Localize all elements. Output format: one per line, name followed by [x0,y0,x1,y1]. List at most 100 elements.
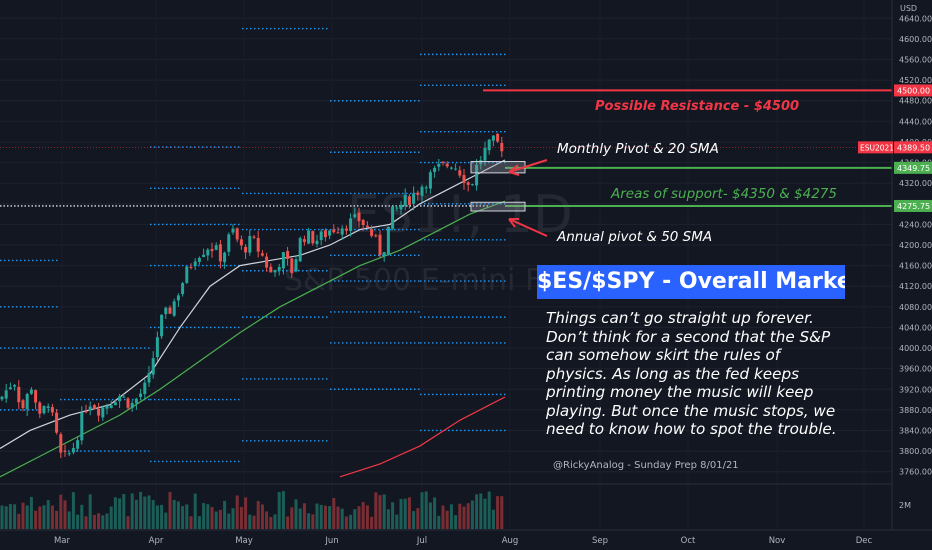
volume-bar [193,493,197,529]
candle-body [353,214,357,218]
candle-body [176,295,180,301]
volume-bar [176,501,180,529]
time-tick-label: Mar [54,536,71,546]
time-tick-label: Sep [592,536,608,546]
volume-bar [365,505,369,529]
volume-bar [307,513,311,529]
candle-body [491,135,495,141]
volume-bar [483,498,487,529]
symbol-tag [858,141,893,154]
volume-bar [168,492,172,529]
candle-body [248,235,252,253]
candle-body [273,269,277,273]
volume-bar [113,497,117,529]
price-tick-label: 4640.00 [899,14,932,23]
volume-bar [0,505,4,529]
price-tick-label: 3760.00 [899,468,932,477]
price-tag-label: 4389.50 [897,143,930,152]
volume-bar [38,506,42,529]
candle-body [260,253,264,256]
candle-body [374,235,378,237]
candle-body [160,314,164,337]
candle-body [311,231,315,244]
candle-body [416,192,420,195]
candle-body [323,230,327,238]
volume-bar [80,504,84,529]
candle-body [479,160,483,165]
candle-body [88,406,92,411]
annual-pivot-annotation: Annual pivot & 50 SMA [556,229,712,245]
volume-bar [374,492,378,529]
ma-line [339,396,506,478]
candle-body [25,393,29,410]
candle-body [134,398,138,404]
volume-bar [290,507,294,529]
candle-body [189,266,193,268]
candle-body [92,405,96,409]
volume-bar [370,516,374,529]
volume-bar [122,494,126,529]
candle-body [382,252,386,257]
candle-body [462,175,466,183]
candle-body [181,283,185,295]
candle-body [256,237,260,252]
volume-bar [349,514,353,529]
price-tag [894,161,932,174]
candle-body [357,212,361,222]
headline-banner: $ES/$SPY - Overall Market [537,265,845,299]
price-tag [894,141,932,154]
volume-bar [197,516,201,529]
volume-bar [315,503,319,529]
support-annotation: Areas of support- $4350 & $4275 [610,186,837,202]
candle-body [97,408,101,416]
candle-body [34,390,38,403]
candle-body [407,196,411,205]
volume-bar [403,498,407,529]
volume-bar [361,502,365,529]
volume-bar [88,494,92,529]
price-axis: 3760.00 3800.00 3840.00 3880.00 3920.00 3960.… [858,0,932,530]
resistance-annotation: Possible Resistance - $4500 [595,99,799,114]
candle-body [63,450,67,452]
candle-body [315,240,319,245]
volume-bar [109,506,113,529]
time-tick-label: Apr [149,536,164,546]
candle-body [302,239,306,242]
volume-bar [227,513,231,529]
volume-bar [223,500,227,529]
volume-bar [357,506,361,529]
volume-bar [302,503,306,529]
volume-bar [139,491,143,529]
volume-bar [277,492,281,529]
candle-body [235,228,239,240]
candle-body [361,220,365,226]
volume-bar [143,496,147,529]
volume-bar [441,505,445,529]
price-tick-label: 4200.00 [899,241,932,250]
watermark-symbol: ES1!, 1D [347,185,573,245]
candle-body [130,403,134,409]
candle-body [244,246,248,253]
volume-bar [92,514,96,529]
candle-body [223,252,227,263]
candle-body [449,167,453,169]
price-tick-label: 4080.00 [899,303,932,312]
candle-body [386,226,390,255]
candle-body [336,232,340,234]
price-tag-label: 4275.75 [897,202,930,211]
commentary-text: Things can’t go straight up forever. Don… [546,309,837,438]
candles [0,133,504,459]
price-tag [894,84,932,97]
time-tick-label: Jun [324,536,338,546]
volume-bar [470,500,474,529]
volume-bar [239,507,243,529]
monthly-pivot-annotation: Monthly Pivot & 20 SMA [557,141,719,157]
volume-bars [0,491,504,529]
candle-body [365,225,369,228]
candle-body [332,229,336,233]
candle-body [239,239,243,246]
candle-body [164,307,168,315]
candle-body [391,206,395,229]
time-tick-label: Aug [502,536,519,546]
candle-body [496,133,500,142]
